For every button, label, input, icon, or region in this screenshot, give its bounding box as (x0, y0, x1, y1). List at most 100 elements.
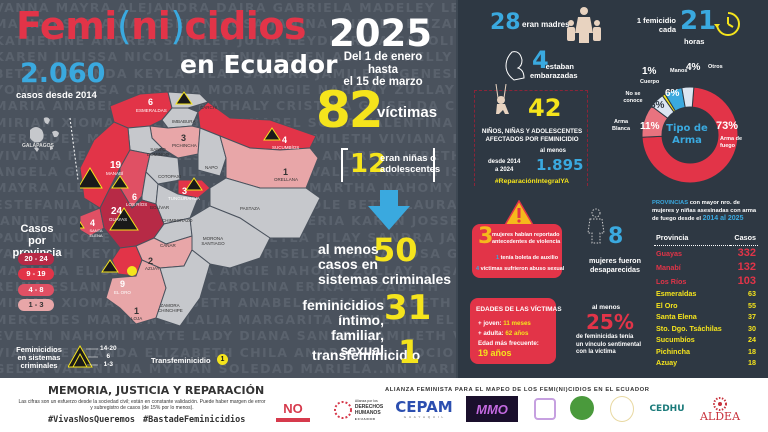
left-panel: VANNA MAYRA ALEJANDRA DAIRA GABRIELA MAD… (0, 0, 458, 378)
slice-label-knife: 11% (640, 121, 660, 132)
slice-label-firearm: 73% (716, 120, 739, 132)
children-at-least: al menos (540, 148, 567, 154)
children-total: 1.895 (536, 156, 584, 174)
loja-label: LOJA (131, 316, 143, 321)
title-part1: Femi (16, 4, 117, 48)
los-rios-count: 6 (132, 192, 138, 202)
criminal-marker-icon (263, 127, 281, 141)
missing-woman-icon (587, 208, 605, 244)
mmo-text: MMO (476, 401, 508, 417)
sexual-abuse-value: 4 (476, 266, 480, 272)
footer: MEMORIA, JUSTICIA Y REPARACIÓN Las cifra… (0, 378, 768, 432)
el-oro-count: 9 (120, 279, 126, 289)
oldest-value: 62 años (505, 330, 529, 337)
criminal-marker-icon (111, 175, 129, 189)
frequency-line2: cada (658, 25, 676, 34)
table-row: Pichincha 18 (654, 346, 758, 358)
alliance-label: ALIANZA FEMINISTA PARA EL MAPEO DE LOS F… (385, 387, 650, 393)
criminal-range: 14-20 (100, 345, 117, 352)
criminal-marker-icon (175, 91, 193, 105)
pregnant-woman-icon (505, 51, 525, 81)
criminal-marker-icon (185, 177, 203, 191)
children-value: 42 (528, 94, 562, 122)
missing-label: mujeres fueron desaparecidas (585, 256, 645, 274)
restraining-label: tenía boleta de auxilio (500, 255, 559, 261)
sucumbios-count: 4 (282, 135, 288, 145)
intimate-line1: feminicidios íntimo, (302, 297, 384, 328)
bond-line1: de feminicidas tenía (576, 334, 634, 340)
manabi-label: MANABÍ (106, 171, 124, 176)
col-cases: Casos (730, 232, 758, 246)
el-oro-label: EL ORO (114, 290, 131, 295)
restraining-order: 1 tenía boleta de auxilio (496, 255, 558, 261)
slice-label-hands: 6% (665, 88, 680, 99)
restraining-value: 1 (496, 255, 500, 261)
girls-label-line2: adolescentes (380, 164, 441, 175)
province-name: Esmeraldas (656, 289, 697, 299)
province-name: Pichincha (656, 346, 690, 356)
logo-mmo: MMO (466, 396, 518, 422)
manabi-count: 19 (110, 160, 122, 171)
title-paren-close: ) (170, 4, 185, 48)
period-line2: el 15 de marzo (343, 76, 423, 88)
prior-violence-line2: antecedentes de violencia (492, 239, 561, 245)
frequency-label: 1 femicidio cada (636, 16, 676, 34)
province-cases: 37 (748, 312, 756, 322)
province-cases: 63 (748, 289, 756, 299)
pregnant-label-line2: embarazadas (530, 71, 578, 80)
orellana-count: 1 (283, 167, 289, 177)
criminal-range: 1-3 (103, 361, 114, 368)
province-name: Manabí (656, 262, 681, 272)
province-name: Los Ríos (656, 276, 687, 286)
donut-title: Tipo de Arma (666, 123, 708, 146)
transfem-marker-icon (127, 266, 137, 276)
col-province: Provincia (654, 232, 731, 246)
year: 2025 (329, 12, 432, 55)
pichincha-count: 3 (181, 133, 187, 143)
youngest-label: + joven: (478, 320, 502, 327)
title-part2: cidios (184, 4, 307, 48)
girls-count: 12 (350, 149, 387, 179)
province-zamora (155, 249, 211, 327)
province-name: Sto. Dgo. Tsáchilas (656, 323, 722, 333)
ddhh-small: Alianza por los (354, 399, 378, 403)
slice-name-hands: Manos (670, 68, 688, 74)
logo-collective-2 (570, 396, 594, 420)
criminal-marker-icon (80, 167, 103, 189)
slice-name-firearm: Arma de fuego (720, 136, 743, 149)
criminal-legend-line1: Feminicidios (16, 345, 62, 354)
transfem-value: 1 (398, 333, 421, 371)
table-row: Manabí 132 (654, 260, 758, 274)
transfem-label: transfeminicidio (312, 347, 421, 363)
frequency-line1: 1 femicidio (636, 16, 676, 25)
table-row: Sucumbíos 24 (654, 334, 758, 346)
legend-item: 4 - 8 (18, 284, 54, 296)
cases-since-2014: 2.060 (20, 58, 106, 89)
hashtag-basta: #BastadeFeminicidios (143, 415, 246, 425)
slice-label-others: 4% (686, 62, 701, 73)
ddhh-line3: E C U A D O R (354, 417, 375, 421)
province-name: Sucumbíos (656, 335, 695, 345)
morona-santiago-label: MORONA SANTIAGO (201, 236, 225, 246)
page-title: Femi(ni)cidios (16, 4, 307, 48)
provinces-intro-text: con mayor nro. de mujeres y niñas asesin… (652, 200, 757, 222)
reparation-hashtag: #ReparaciónIntegralYA (494, 178, 570, 185)
bond-line3: con la víctima (576, 349, 616, 355)
sexual-abuse: 4 víctimas sufrieron abuso sexual (476, 266, 564, 272)
table-row: Los Ríos 103 (654, 274, 758, 288)
pichincha-label: PICHINCHA (172, 143, 197, 148)
los-rios-label: LOS RÍOS (126, 202, 148, 207)
sucumbios-label: SUCUMBÍOS (272, 145, 300, 150)
ddhh-line1: DERECHOS (354, 404, 384, 410)
missing-value: 8 (608, 224, 624, 249)
sexual-abuse-label: víctimas sufrieron abuso sexual (480, 266, 565, 272)
province-cases: 332 (737, 247, 756, 259)
ages-title: EDADES DE LAS VÍCTIMAS (476, 306, 562, 313)
criminal-legend-title: Feminicidios en sistemas criminales (14, 346, 64, 370)
tungurahua-label: TUNGURAHUA (168, 196, 200, 201)
pregnant-label: estaban (540, 62, 574, 71)
napo-label: NAPO (205, 165, 218, 170)
background-name-row: GELSA VALENTINA MYRIAN SOLEDAD MARIELA..… (0, 360, 458, 376)
ages-box (470, 298, 556, 364)
children-since: desde 2014 a 2024 (488, 158, 520, 174)
